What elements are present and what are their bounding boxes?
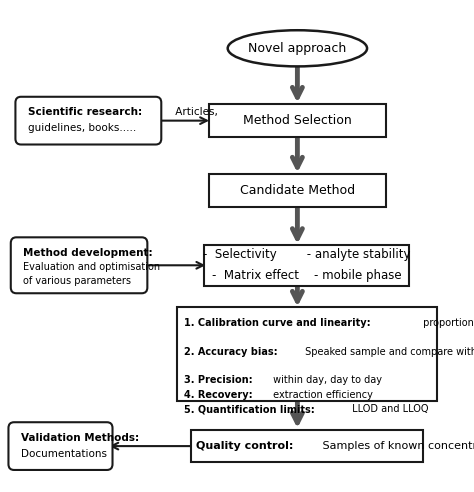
FancyBboxPatch shape: [11, 237, 147, 293]
Text: 2. Accuracy bias:: 2. Accuracy bias:: [183, 346, 277, 357]
Text: Samples of known concentrations: Samples of known concentrations: [319, 441, 474, 451]
Text: Speaked sample and compare with a reference: Speaked sample and compare with a refere…: [302, 346, 474, 357]
Text: Candidate Method: Candidate Method: [240, 184, 355, 197]
FancyBboxPatch shape: [9, 422, 112, 470]
FancyBboxPatch shape: [209, 174, 386, 207]
FancyBboxPatch shape: [177, 308, 437, 401]
Ellipse shape: [228, 30, 367, 66]
Text: Quality control:: Quality control:: [196, 441, 293, 451]
Text: 1. Calibration curve and linearity:: 1. Calibration curve and linearity:: [183, 318, 370, 328]
Text: within day, day to day: within day, day to day: [270, 375, 383, 385]
Text: 4. Recovery:: 4. Recovery:: [183, 390, 252, 400]
Text: proportionality of measured value to concentration: proportionality of measured value to con…: [419, 318, 474, 328]
Text: of various parameters: of various parameters: [23, 276, 131, 286]
Text: Validation Methods:: Validation Methods:: [21, 433, 139, 443]
Text: Articles,: Articles,: [172, 107, 218, 118]
Text: extraction efficiency: extraction efficiency: [270, 390, 373, 400]
FancyBboxPatch shape: [191, 430, 423, 462]
Text: Scientific research:: Scientific research:: [28, 107, 142, 118]
Text: -  Selectivity        - analyte stability
-  Matrix effect    - mobile phase: - Selectivity - analyte stability - Matr…: [203, 248, 410, 282]
Text: Documentations: Documentations: [21, 449, 107, 459]
Text: 3. Precision:: 3. Precision:: [183, 375, 252, 385]
FancyBboxPatch shape: [209, 104, 386, 137]
Text: 5. Quantification limits:: 5. Quantification limits:: [183, 404, 314, 414]
Text: Evaluation and optimisation: Evaluation and optimisation: [23, 262, 160, 273]
Text: Method development:: Method development:: [23, 248, 153, 258]
Text: LLOD and LLOQ: LLOD and LLOQ: [349, 404, 428, 414]
Text: Novel approach: Novel approach: [248, 42, 346, 55]
Text: Method Selection: Method Selection: [243, 114, 352, 127]
FancyBboxPatch shape: [16, 97, 161, 145]
Text: guidelines, books.....: guidelines, books.....: [28, 123, 136, 133]
FancyBboxPatch shape: [204, 245, 409, 286]
